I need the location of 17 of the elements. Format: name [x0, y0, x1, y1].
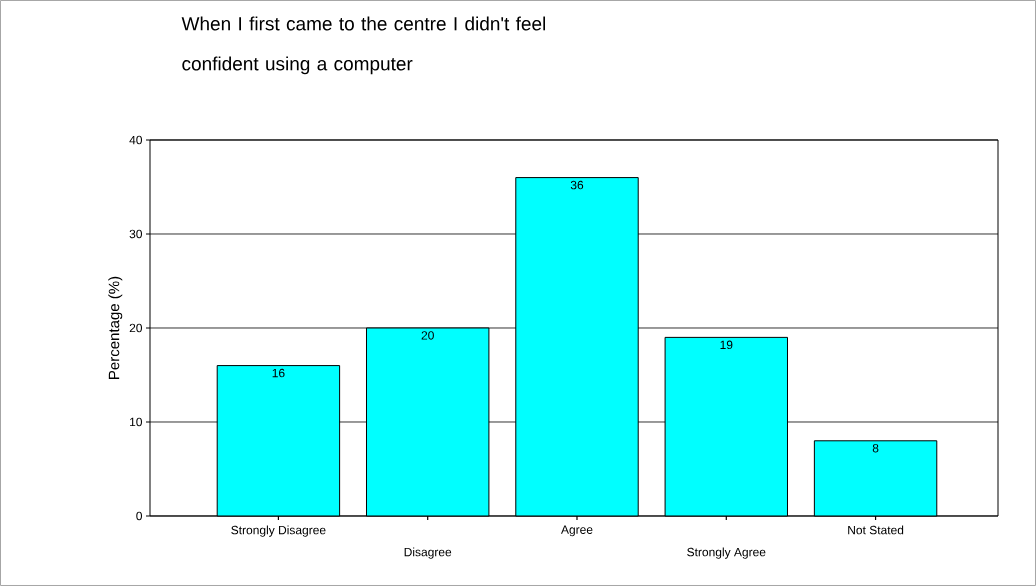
data-label: 16: [272, 368, 285, 378]
y-axis-title: Percentage (%): [108, 276, 123, 379]
y-tick-label: 20: [129, 323, 143, 333]
x-tick-label: Strongly Agree: [687, 547, 766, 559]
x-tick-label: Not Stated: [848, 525, 904, 535]
y-tick-label: 30: [129, 229, 143, 239]
data-label: 36: [570, 180, 584, 190]
y-tick-label: 40: [129, 135, 143, 145]
data-label: 8: [872, 443, 879, 453]
chart-title: When I first came to the centre I didn't feel confident using a computer: [181, 16, 546, 75]
data-label: 20: [421, 331, 434, 340]
x-tick-label: Agree: [561, 525, 593, 537]
x-tick-label: Disagree: [404, 547, 452, 559]
x-tick-label: Strongly Disagree: [231, 525, 326, 537]
y-tick-label: 10: [130, 417, 143, 427]
data-label: 19: [720, 340, 733, 350]
y-tick-label: 0: [136, 511, 143, 521]
